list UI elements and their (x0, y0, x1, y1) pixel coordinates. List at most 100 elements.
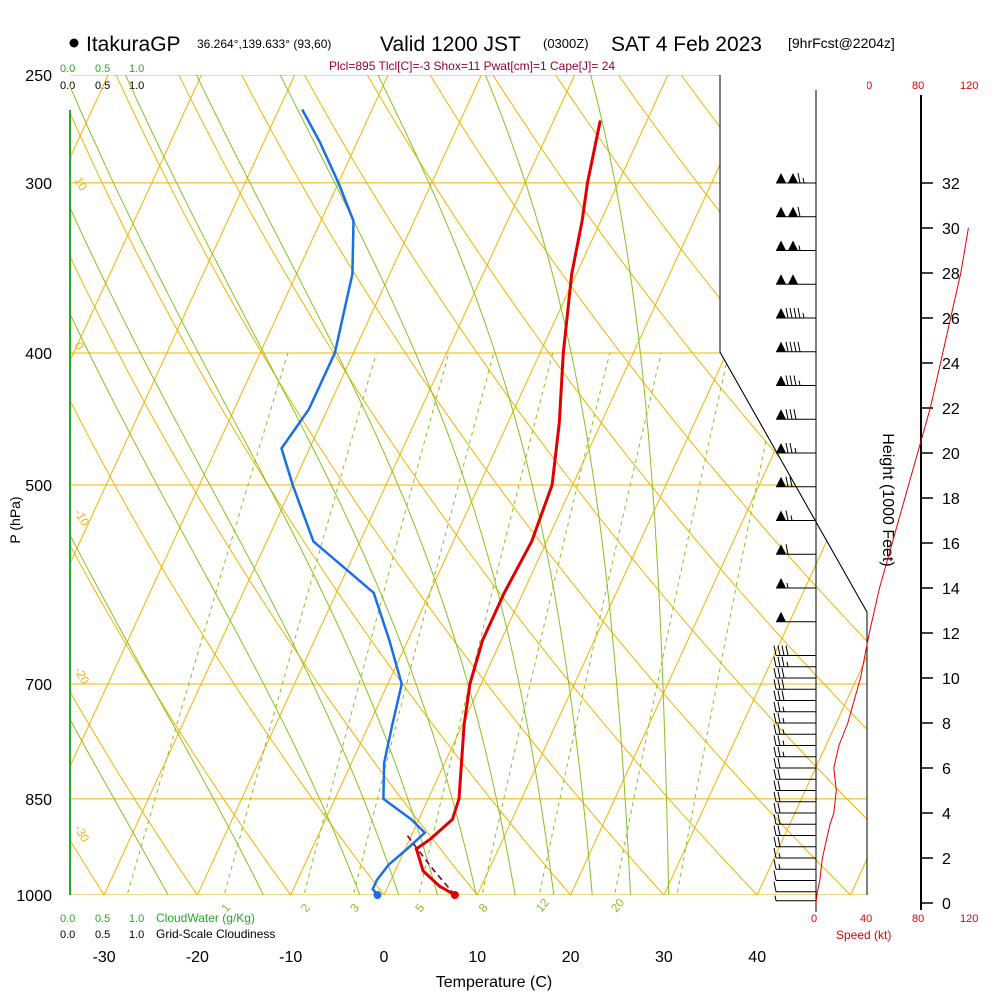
wind-barb-pennant (776, 476, 786, 487)
wind-barb-flag (785, 341, 789, 352)
dry-adiabat-line (70, 255, 478, 895)
dry-adiabat-line (366, 75, 867, 730)
dry-adiabat-label: 10 (71, 175, 90, 194)
dry-adiabat-line (303, 75, 867, 821)
moist-adiabat-line (70, 533, 264, 895)
wind-barb-flag (773, 757, 777, 769)
cloudiness-label: Grid-Scale Cloudiness (156, 927, 275, 941)
wind-barb-flag (797, 172, 801, 184)
pressure-tick-label: 400 (25, 346, 52, 363)
wind-barb-flag (777, 769, 781, 780)
height-tick-label: 14 (942, 581, 960, 598)
wind-barb-flag (781, 656, 785, 667)
speed-tick-bottom-2: 80 (912, 913, 924, 925)
cloud-scale-top-black-2: 1.0 (129, 80, 144, 92)
wind-barb-flag (777, 802, 781, 814)
wind-barb-flag (773, 679, 777, 690)
wind-barb-half-flag (786, 582, 789, 589)
wind-barb-half-flag (782, 706, 785, 712)
pressure-tick-label: 1000 (16, 888, 52, 905)
height-tick-label: 0 (942, 896, 951, 913)
wind-barb-half-flag (798, 380, 801, 386)
cloudwater-label: CloudWater (g/Kg) (156, 911, 255, 925)
wind-barb-flag (773, 667, 777, 679)
wind-barb-pennant (776, 341, 786, 352)
wind-barb-flag (777, 724, 781, 735)
valid-utc: (0300Z) (543, 36, 589, 51)
height-tick-label: 28 (942, 266, 960, 283)
wind-barb-half-flag (782, 751, 785, 757)
height-tick-label: 6 (942, 761, 951, 778)
dry-adiabat-label: -30 (71, 823, 92, 845)
cloud-scale-bottom-2: 1.0 (129, 913, 144, 925)
mixing-ratio-line (303, 352, 450, 895)
dry-adiabat-label: -10 (71, 507, 92, 529)
dry-adiabat-line (178, 75, 758, 895)
wind-barb-flag (789, 442, 793, 454)
wind-barb-pennant (788, 206, 798, 217)
isotherm-line (944, 75, 1000, 895)
wind-barb-flag (773, 656, 777, 667)
wind-barb-half-flag (782, 717, 785, 724)
height-tick-label: 32 (942, 176, 960, 193)
moist-adiabat-line (70, 312, 361, 895)
moist-adiabat-line (484, 75, 632, 895)
cloud-scale-top: 0.0 0.5 1.0 0.0 0.5 1.0 (60, 63, 144, 92)
height-tick-label: 4 (942, 806, 951, 823)
moist-adiabat-line (70, 718, 169, 895)
wind-barb-flag (773, 870, 777, 881)
speed-tick-bottom-1: 40 (860, 913, 872, 925)
dry-adiabat-line (0, 51, 28, 924)
valid-date: SAT 4 Feb 2023 (611, 33, 762, 56)
wind-barb-half-flag (778, 864, 781, 870)
speed-axis-label: Speed (kt) (836, 928, 891, 942)
wind-barb-flag (789, 476, 793, 487)
wind-barb-flag (789, 341, 793, 352)
speed-tick-top-3: 120 (960, 80, 978, 92)
moist-adiabat-line (377, 75, 593, 895)
wind-barb-flag (793, 375, 797, 386)
mixing-ratio-label: 2 (298, 901, 313, 915)
wind-barb-flag (785, 510, 789, 521)
wind-barb-half-flag (802, 312, 805, 319)
wind-barb-flag (773, 791, 777, 802)
pressure-tick-label: 700 (25, 677, 52, 694)
wind-barb-flag (793, 341, 797, 352)
y-axis-title: P (hPa) (7, 496, 23, 543)
pressure-tick-label: 850 (25, 792, 52, 809)
wind-barb-pennant (776, 409, 786, 420)
wind-barb-flag (785, 645, 789, 656)
moist-adiabat-line (70, 85, 439, 895)
wind-barb-flag (777, 679, 781, 690)
wind-barb-flag (777, 690, 781, 701)
wind-barb-pennant (776, 308, 786, 318)
speed-tick-top-2: 80 (912, 80, 924, 92)
wind-barb-flag (781, 679, 785, 690)
x-axis-title: Temperature (C) (436, 974, 552, 991)
wind-barb-flag (797, 307, 801, 319)
wind-speed-line (815, 227, 969, 904)
height-tick-label: 10 (942, 671, 960, 688)
height-tick-label: 2 (942, 851, 951, 868)
cloud-scale-bottom: 0.0 0.5 1.0 CloudWater (g/Kg) 0.0 0.5 1.… (60, 911, 275, 941)
wind-barb-flag (793, 307, 797, 319)
wind-barb-pennant (776, 274, 786, 285)
wind-barb-flag (789, 375, 793, 386)
pressure-tick-label: 250 (25, 68, 52, 85)
temperature-line (414, 120, 602, 897)
indices-line: Plcl=895 Tlcl[C]=-3 Shox=11 Pwat[cm]=1 C… (329, 59, 615, 73)
wind-barb-flag (773, 780, 777, 791)
mixing-ratio-label: 12 (533, 895, 553, 914)
sounding-series (280, 108, 602, 899)
isotherm-line (0, 75, 15, 895)
wind-barb-flag (797, 341, 801, 352)
wind-barb-flag (781, 667, 785, 679)
wind-barb-half-flag (782, 729, 785, 735)
mixing-ratio-line (126, 352, 289, 895)
dry-adiabat-line (429, 75, 867, 642)
wind-barb-pennant (788, 274, 798, 285)
wind-barb-flag (777, 701, 781, 712)
mixing-ratio-line (538, 352, 662, 895)
moist-adiabat-line (590, 75, 670, 895)
